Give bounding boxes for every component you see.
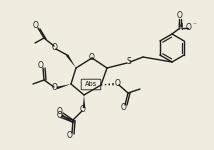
Text: S: S	[127, 57, 131, 66]
Text: O: O	[57, 108, 63, 117]
Text: O: O	[177, 12, 183, 21]
Text: O: O	[33, 21, 39, 30]
Text: ⁻: ⁻	[192, 22, 196, 28]
Text: O: O	[121, 103, 127, 112]
Text: O: O	[38, 61, 44, 70]
Text: O: O	[89, 52, 95, 62]
Polygon shape	[83, 95, 85, 108]
Text: O: O	[67, 132, 73, 141]
Text: O: O	[80, 105, 86, 114]
Text: O: O	[56, 111, 62, 120]
Text: O: O	[186, 24, 192, 33]
Text: N: N	[177, 24, 183, 33]
FancyBboxPatch shape	[81, 79, 101, 90]
Polygon shape	[57, 84, 71, 89]
Text: Abs: Abs	[85, 81, 97, 87]
Text: O: O	[115, 78, 121, 87]
Text: O: O	[52, 44, 57, 52]
Polygon shape	[66, 54, 76, 68]
Text: O: O	[52, 82, 58, 91]
